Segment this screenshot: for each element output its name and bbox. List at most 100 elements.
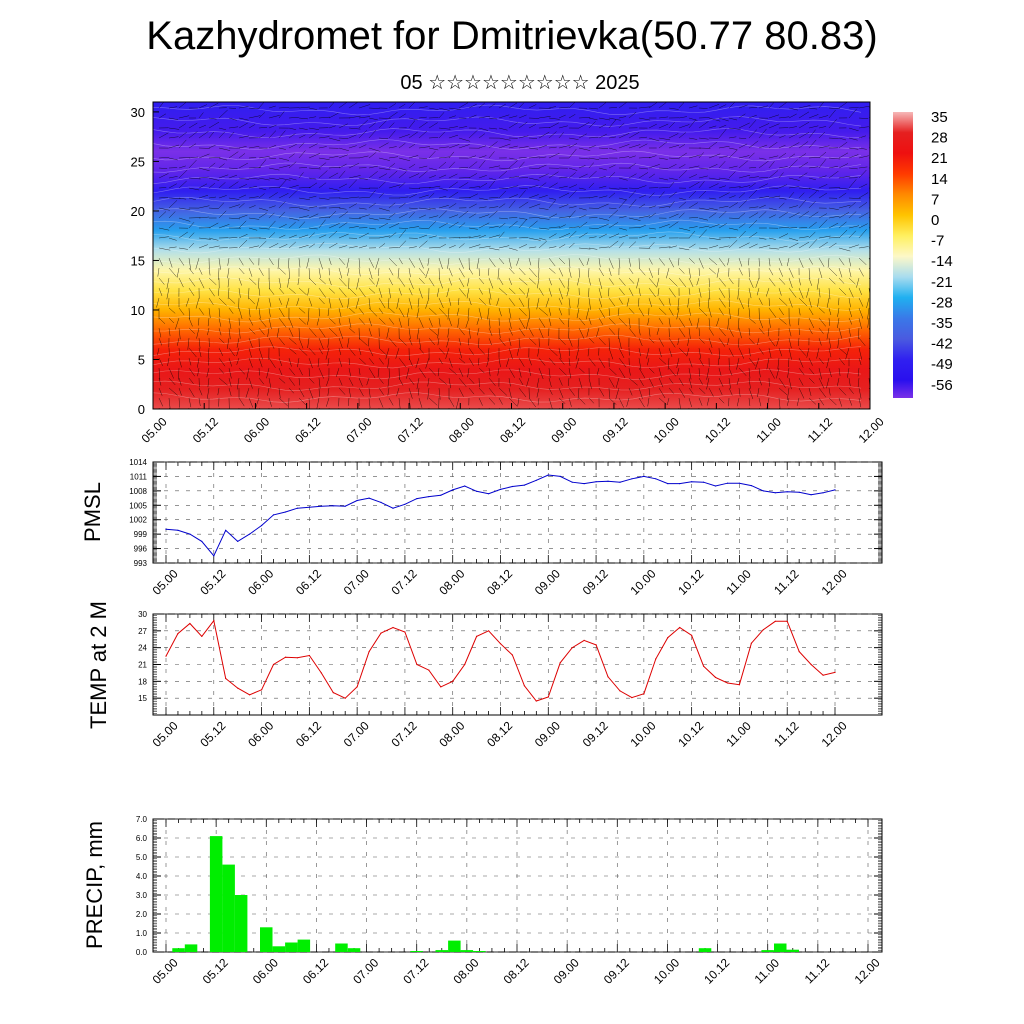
wind-barb xyxy=(438,146,449,149)
x-tick-label: 06.00 xyxy=(250,955,281,986)
wind-barb xyxy=(358,104,371,109)
wind-barb xyxy=(418,165,428,169)
wind-barb xyxy=(448,367,457,375)
wind-barb xyxy=(268,105,276,109)
data-point xyxy=(165,528,167,530)
wind-barb xyxy=(598,223,609,229)
wind-barb xyxy=(608,187,620,190)
wind-barb xyxy=(528,184,539,189)
wind-barb xyxy=(268,212,275,219)
wind-barb xyxy=(188,156,199,159)
wind-barb xyxy=(308,213,319,219)
x-tick-label: 07.00 xyxy=(343,414,374,445)
wind-barb xyxy=(468,203,477,209)
wind-barb xyxy=(668,337,676,348)
wind-barb xyxy=(588,207,600,209)
wind-barb xyxy=(646,347,650,359)
wind-barb xyxy=(568,387,575,396)
wind-barb xyxy=(238,367,245,375)
wind-barb xyxy=(598,124,607,129)
y-tick-label: 5 xyxy=(138,352,145,367)
wind-barb xyxy=(336,367,340,377)
wind-barb xyxy=(388,212,396,219)
wind-barb xyxy=(368,297,371,310)
wind-barb xyxy=(698,257,704,269)
wind-barb xyxy=(208,144,216,149)
data-point xyxy=(643,693,645,695)
wind-barb xyxy=(548,106,557,109)
wind-barb xyxy=(488,377,496,386)
wind-barb xyxy=(378,120,387,129)
x-tick-label: 12.00 xyxy=(819,566,850,597)
wind-barb xyxy=(358,214,370,219)
wind-barb xyxy=(548,182,558,189)
data-point xyxy=(655,478,657,480)
wind-barb xyxy=(428,337,435,346)
y-tick-label: 1002 xyxy=(129,516,147,525)
wind-barb xyxy=(828,236,840,239)
wind-barb xyxy=(356,277,360,290)
wind-barb xyxy=(168,367,174,379)
wind-barb xyxy=(758,144,768,149)
wind-barb xyxy=(528,167,540,169)
wind-barb xyxy=(548,246,557,249)
wind-barb xyxy=(166,277,170,290)
wind-barb xyxy=(678,201,687,209)
wind-barb xyxy=(176,267,180,278)
wind-barb xyxy=(245,387,250,398)
data-point xyxy=(571,481,573,483)
isotherm-line xyxy=(153,392,862,403)
wind-barb xyxy=(198,347,202,358)
wind-barb xyxy=(508,247,518,251)
wind-barb xyxy=(378,207,390,212)
wind-barb xyxy=(568,167,578,171)
wind-barb xyxy=(868,237,870,239)
data-point xyxy=(691,481,693,483)
wind-barb xyxy=(378,181,386,189)
wind-barb xyxy=(828,287,831,300)
wind-barb xyxy=(266,367,270,379)
wind-barb xyxy=(268,220,276,229)
wind-barb xyxy=(768,237,776,240)
wind-barb xyxy=(558,216,571,219)
wind-barb xyxy=(708,164,718,169)
wind-barb xyxy=(748,140,759,149)
wind-barb xyxy=(608,117,621,121)
wind-barb xyxy=(748,176,759,179)
wind-barb xyxy=(798,236,809,239)
wind-barb xyxy=(208,287,215,297)
data-point xyxy=(774,620,776,622)
wind-barb xyxy=(808,187,820,192)
wind-barb xyxy=(197,357,200,368)
wind-barb xyxy=(368,117,378,121)
wind-barb xyxy=(628,387,633,396)
wind-barb xyxy=(268,243,279,249)
wind-barb xyxy=(158,156,170,159)
precip-bar xyxy=(761,950,774,952)
wind-barb xyxy=(408,297,413,310)
wind-barb xyxy=(658,235,666,239)
wind-barb xyxy=(415,357,420,369)
wind-barb xyxy=(856,277,860,288)
wind-barb xyxy=(338,211,349,219)
x-tick-label: 11.12 xyxy=(805,415,836,446)
wind-barb xyxy=(858,212,869,219)
wind-barb xyxy=(178,157,190,159)
wind-barb xyxy=(448,277,452,286)
wind-barb xyxy=(698,367,700,377)
wind-barb xyxy=(438,387,441,400)
wind-barb xyxy=(318,297,325,305)
wind-barb xyxy=(518,156,527,159)
wind-barb xyxy=(188,397,192,408)
wind-barb xyxy=(838,187,850,190)
wind-barb xyxy=(228,357,233,367)
wind-barb xyxy=(258,102,265,109)
colorbar-label: -21 xyxy=(931,274,953,291)
wind-barb xyxy=(308,307,310,319)
wind-barb xyxy=(748,327,751,336)
wind-barb xyxy=(388,156,399,159)
data-point xyxy=(691,634,693,636)
wind-barb xyxy=(568,297,571,309)
wind-barb xyxy=(528,104,537,109)
data-point xyxy=(810,494,812,496)
